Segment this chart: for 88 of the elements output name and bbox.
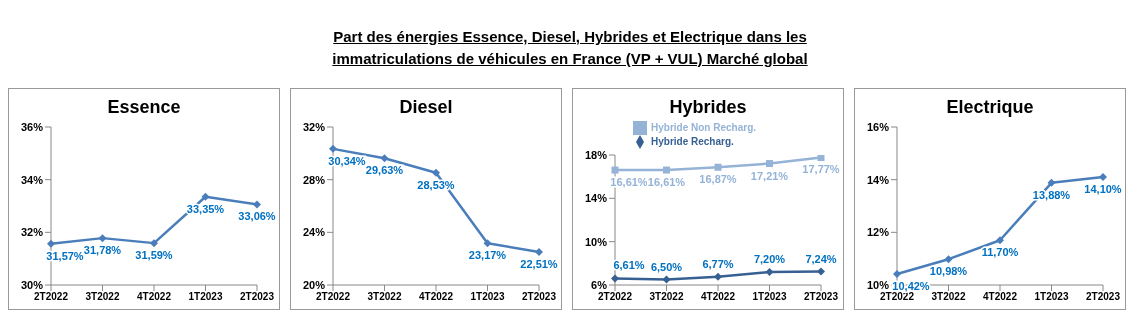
x-tick-label: 1T2023 — [1034, 291, 1069, 303]
legend-label: Hybride Non Recharg. — [651, 121, 757, 133]
data-label: 23,17% — [468, 249, 507, 262]
data-label: 16,61% — [647, 176, 686, 189]
point — [996, 236, 1004, 245]
point — [1099, 173, 1107, 182]
y-tick-label: 12% — [866, 226, 890, 239]
text: Part des énergies Essence, Diesel, Hybrides et Electrique dans les immatriculations de véhicules en France (VP + VUL) Marché global — [331, 27, 809, 69]
data-label: 22,51% — [520, 257, 558, 270]
point — [380, 154, 389, 163]
x-tick-label: 2T2022 — [880, 291, 915, 303]
y-tick-label: 10% — [866, 278, 890, 291]
x-tick-label: 1T2023 — [188, 291, 223, 303]
x-tick-label: 2T2023 — [522, 291, 557, 303]
x-tick-label: 4T2022 — [983, 291, 1018, 303]
data-label: 31,78% — [83, 244, 122, 257]
data-label: 10,98% — [929, 265, 968, 278]
y-tick-label: 10% — [584, 235, 608, 248]
point — [483, 239, 492, 248]
point — [47, 239, 55, 248]
point — [663, 166, 670, 174]
point — [1047, 178, 1056, 187]
y-tick-label: 24% — [302, 226, 326, 239]
y-tick-label: 32% — [20, 226, 44, 239]
point — [944, 255, 953, 264]
y-tick-label: 14% — [866, 173, 890, 186]
data-label: 7,20% — [753, 253, 786, 265]
chart-title: Diesel — [398, 97, 454, 119]
point — [150, 239, 158, 248]
y-tick-label: 14% — [584, 192, 608, 205]
x-tick-label: 3T2022 — [931, 291, 966, 303]
y-tick-label: 6% — [591, 278, 608, 291]
point — [201, 192, 210, 201]
point — [893, 269, 901, 278]
data-label: 30,34% — [328, 154, 366, 167]
y-tick-label: 34% — [20, 173, 44, 186]
data-label: 31,59% — [135, 249, 173, 262]
legend-label: Hybride Recharg. — [651, 135, 734, 147]
x-tick-label: 4T2022 — [701, 291, 736, 303]
x-tick-label: 2T2023 — [804, 291, 839, 303]
x-tick-label: 1T2023 — [752, 291, 787, 303]
y-tick-label: 36% — [20, 120, 44, 133]
y-tick-label: 16% — [866, 120, 890, 133]
data-label: 17,77% — [802, 163, 840, 176]
point — [329, 144, 337, 153]
x-tick-label: 3T2022 — [367, 291, 402, 303]
y-tick-label: 18% — [584, 148, 608, 161]
point — [714, 272, 722, 281]
x-tick-label: 2T2022 — [316, 291, 351, 303]
x-tick-label: 1T2023 — [470, 291, 505, 303]
x-tick-label: 3T2022 — [649, 291, 684, 303]
data-label: 31,57% — [46, 249, 84, 262]
data-label: 7,24% — [805, 252, 837, 265]
point — [766, 160, 773, 168]
point — [817, 267, 825, 276]
x-tick-label: 2T2023 — [240, 291, 275, 303]
chart-title: Hybrides — [668, 97, 748, 119]
point — [535, 247, 543, 256]
point — [817, 155, 825, 161]
x-tick-label: 4T2022 — [137, 291, 172, 303]
point — [765, 268, 774, 276]
point — [714, 163, 722, 171]
data-label: 14,10% — [1084, 183, 1122, 196]
y-tick-label: 28% — [302, 173, 326, 186]
x-tick-label: 2T2022 — [34, 291, 69, 303]
point — [611, 166, 619, 174]
data-label: 10,42% — [892, 279, 930, 292]
point — [98, 234, 107, 243]
data-label: 16,87% — [699, 173, 737, 186]
data-label: 33,06% — [238, 210, 276, 223]
chart-title: Electrique — [945, 97, 1035, 119]
x-tick-label: 4T2022 — [419, 291, 454, 303]
data-label: 29,63% — [365, 164, 404, 177]
y-tick-label: 32% — [302, 120, 326, 133]
data-label: 11,70% — [981, 246, 1019, 259]
data-label: 6,61% — [613, 259, 645, 272]
y-tick-label: 30% — [20, 278, 44, 291]
chart-title: Essence — [106, 97, 182, 119]
data-label: 6,77% — [702, 257, 734, 270]
x-tick-label: 3T2022 — [85, 291, 120, 303]
data-label: 17,21% — [750, 169, 789, 182]
point — [662, 275, 671, 284]
data-label: 6,50% — [650, 260, 683, 273]
point — [253, 200, 261, 209]
point — [432, 168, 440, 177]
x-tick-label: 2T2022 — [598, 291, 633, 303]
y-tick-label: 20% — [302, 278, 326, 291]
x-tick-label: 2T2023 — [1086, 291, 1121, 303]
